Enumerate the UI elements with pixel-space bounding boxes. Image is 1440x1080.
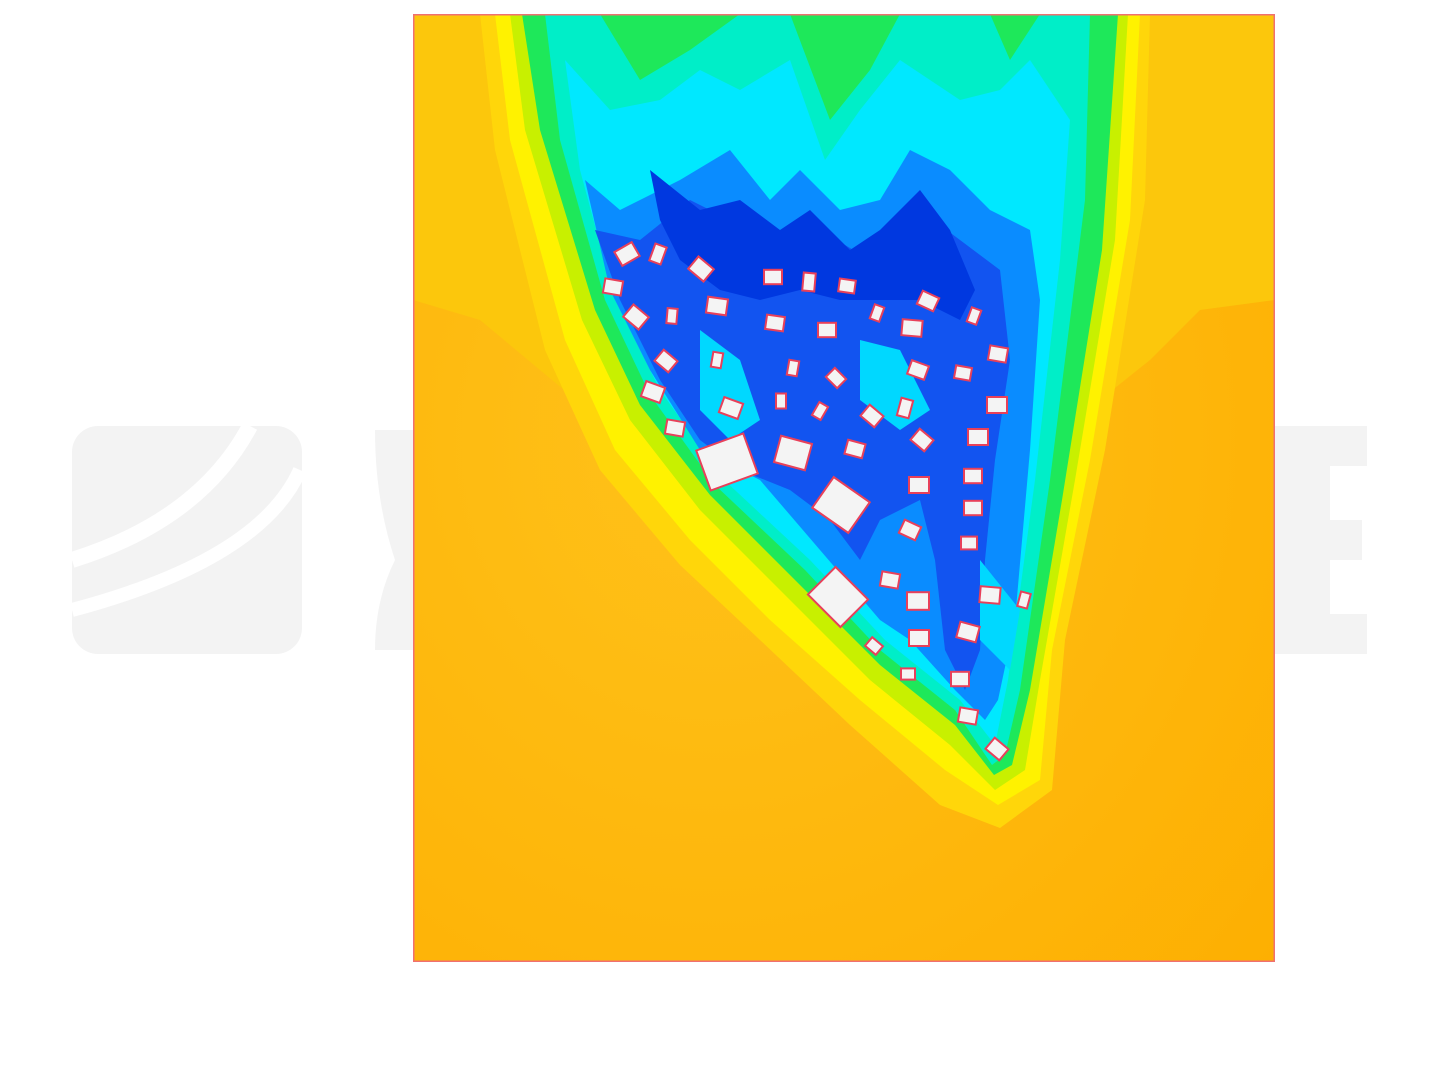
watermark-arc	[70, 467, 307, 617]
building	[967, 428, 989, 446]
building	[905, 358, 931, 382]
watermark	[69, 422, 1367, 654]
watermark-letter	[375, 430, 413, 650]
building	[612, 240, 642, 268]
building	[648, 242, 668, 266]
building	[686, 255, 716, 283]
watermark-letter	[1275, 426, 1367, 654]
buildings	[601, 240, 1032, 762]
building	[663, 418, 687, 438]
building	[900, 667, 916, 681]
building	[601, 277, 625, 297]
building	[785, 358, 801, 378]
building	[653, 348, 679, 374]
watermark-arc	[69, 422, 258, 568]
building	[665, 307, 679, 325]
building	[859, 403, 885, 429]
contour-band	[650, 170, 975, 320]
building	[909, 427, 935, 453]
building	[978, 585, 1002, 605]
building	[952, 364, 974, 382]
domain-border	[413, 14, 1275, 962]
building	[897, 518, 923, 542]
building	[810, 400, 830, 422]
building	[639, 379, 667, 405]
building	[963, 499, 983, 517]
building	[868, 302, 886, 324]
building	[801, 271, 817, 293]
building	[906, 591, 930, 611]
building	[810, 475, 872, 535]
building	[956, 706, 980, 726]
building	[863, 635, 885, 657]
building	[806, 565, 870, 629]
building	[960, 535, 978, 551]
building	[984, 736, 1010, 762]
building	[621, 303, 651, 331]
building	[717, 395, 745, 421]
building	[772, 434, 814, 472]
building	[709, 350, 725, 370]
building	[817, 321, 837, 339]
building	[824, 366, 848, 390]
building	[900, 318, 924, 338]
building	[986, 396, 1008, 414]
building	[963, 467, 983, 485]
building	[694, 432, 760, 492]
building	[837, 277, 857, 295]
building	[1016, 590, 1032, 610]
building	[763, 313, 787, 333]
building	[908, 476, 930, 494]
contour-band	[700, 330, 1020, 670]
building	[843, 438, 867, 460]
building	[704, 295, 730, 317]
building	[908, 629, 930, 647]
building	[895, 396, 915, 420]
building	[763, 268, 783, 286]
building	[955, 620, 981, 644]
building	[915, 289, 941, 313]
building	[986, 344, 1010, 364]
building	[950, 670, 970, 688]
building	[965, 305, 983, 327]
building	[878, 570, 902, 590]
contour-field	[413, 14, 1275, 962]
building	[775, 392, 787, 410]
